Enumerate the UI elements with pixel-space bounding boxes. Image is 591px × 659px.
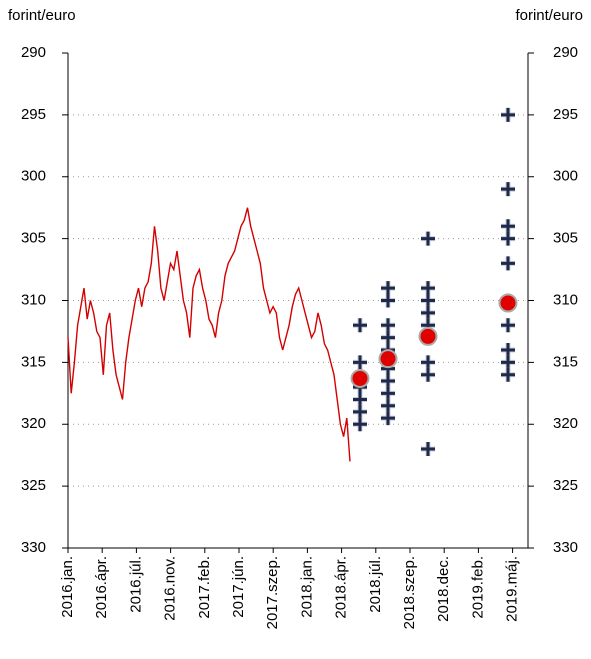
forecast-cross bbox=[353, 404, 367, 419]
y-tick-label: 315 bbox=[21, 353, 46, 370]
forecast-cross bbox=[501, 367, 515, 382]
y2-tick-label: 290 bbox=[553, 44, 578, 61]
forecast-cross bbox=[381, 318, 395, 333]
forecast-cross bbox=[501, 256, 515, 271]
forecast-cross bbox=[501, 343, 515, 357]
forecast-median bbox=[498, 293, 518, 313]
cross bbox=[381, 386, 395, 401]
line bbox=[67, 207, 351, 462]
x-tick-label: 2018.júl. bbox=[367, 556, 384, 613]
cross bbox=[421, 367, 435, 382]
forecast-cross bbox=[421, 231, 435, 246]
forecast-cross bbox=[501, 219, 515, 234]
cross bbox=[421, 281, 435, 296]
y-tick-label: 295 bbox=[21, 106, 46, 123]
y2-axis-label: forint/euro bbox=[515, 7, 583, 24]
forecast-cross bbox=[381, 373, 395, 388]
forecast-cross bbox=[353, 318, 367, 333]
forecast-cross bbox=[501, 231, 515, 246]
cross bbox=[353, 318, 367, 333]
forecast-cross bbox=[381, 398, 395, 413]
cross bbox=[501, 318, 515, 333]
x-tick-label: 2018.dec. bbox=[435, 556, 452, 622]
cross bbox=[501, 219, 515, 234]
forecast-median bbox=[418, 326, 438, 346]
forecast-cross bbox=[501, 318, 515, 333]
y2-tick-label: 315 bbox=[553, 353, 578, 370]
cross bbox=[501, 107, 515, 122]
cross bbox=[421, 355, 435, 370]
cross bbox=[353, 417, 367, 432]
cross bbox=[421, 442, 435, 456]
cross bbox=[353, 404, 367, 419]
y2-tick-label: 320 bbox=[553, 415, 578, 432]
cross bbox=[381, 281, 395, 296]
x-tick-label: 2018.jan. bbox=[298, 556, 315, 618]
y2-tick-label: 310 bbox=[553, 291, 578, 308]
cross bbox=[381, 318, 395, 333]
cross bbox=[353, 392, 367, 407]
x-tick-label: 2019.máj. bbox=[504, 556, 521, 622]
x-tick-label: 2016.nov. bbox=[162, 556, 179, 621]
forecast-cross bbox=[381, 281, 395, 296]
cross bbox=[381, 330, 395, 345]
cross bbox=[501, 343, 515, 357]
y-axis-label: forint/euro bbox=[8, 7, 76, 24]
forecast-median bbox=[350, 368, 370, 388]
forecast-cross bbox=[421, 355, 435, 370]
x-tick-label: 2019.feb. bbox=[469, 556, 486, 619]
y2-tick-label: 295 bbox=[553, 106, 578, 123]
x-tick-label: 2017.szep. bbox=[264, 556, 281, 629]
cross bbox=[501, 355, 515, 370]
cross bbox=[501, 367, 515, 382]
cross bbox=[353, 355, 367, 370]
x-tick-label: 2016.júl. bbox=[127, 556, 144, 613]
forecast-cross bbox=[421, 367, 435, 382]
forecast-median bbox=[378, 349, 398, 369]
forecast-cross bbox=[501, 107, 515, 122]
x-tick-label: 2016.ápr. bbox=[93, 556, 110, 619]
y-tick-label: 330 bbox=[21, 539, 46, 556]
forecast-cross bbox=[381, 330, 395, 345]
cross bbox=[381, 398, 395, 413]
y2-tick-label: 305 bbox=[553, 230, 578, 247]
forecast-cross bbox=[501, 355, 515, 370]
y2-tick-label: 300 bbox=[553, 168, 578, 185]
x-tick-label: 2017.jún. bbox=[230, 556, 247, 618]
y-tick-label: 325 bbox=[21, 477, 46, 494]
forecast-cross bbox=[421, 442, 435, 456]
forecast-cross bbox=[353, 417, 367, 432]
forecast-cross bbox=[381, 293, 395, 308]
forecast-cross bbox=[501, 182, 515, 197]
cross bbox=[501, 231, 515, 246]
forecast-cross bbox=[421, 293, 435, 308]
forecast-cross bbox=[421, 281, 435, 296]
y2-tick-label: 330 bbox=[553, 539, 578, 556]
cross bbox=[421, 305, 435, 320]
cross bbox=[421, 293, 435, 308]
y-tick-label: 320 bbox=[21, 415, 46, 432]
cross bbox=[501, 256, 515, 271]
cross bbox=[421, 231, 435, 246]
y2-tick-label: 325 bbox=[553, 477, 578, 494]
cross bbox=[381, 373, 395, 388]
cross bbox=[381, 293, 395, 308]
y-tick-label: 305 bbox=[21, 230, 46, 247]
x-tick-label: 2018.szep. bbox=[401, 556, 418, 629]
x-tick-label: 2017.feb. bbox=[196, 556, 213, 619]
forecast-cross bbox=[421, 305, 435, 320]
forecast-cross bbox=[353, 392, 367, 407]
y-tick-label: 300 bbox=[21, 168, 46, 185]
y-tick-label: 310 bbox=[21, 291, 46, 308]
forecast-cross bbox=[381, 411, 395, 426]
x-tick-label: 2018.ápr. bbox=[333, 556, 350, 619]
forecast-cross bbox=[353, 355, 367, 370]
y-tick-label: 290 bbox=[21, 44, 46, 61]
cross bbox=[501, 182, 515, 197]
cross bbox=[381, 411, 395, 426]
forecast-cross bbox=[381, 386, 395, 401]
x-tick-label: 2016.jan. bbox=[59, 556, 76, 618]
